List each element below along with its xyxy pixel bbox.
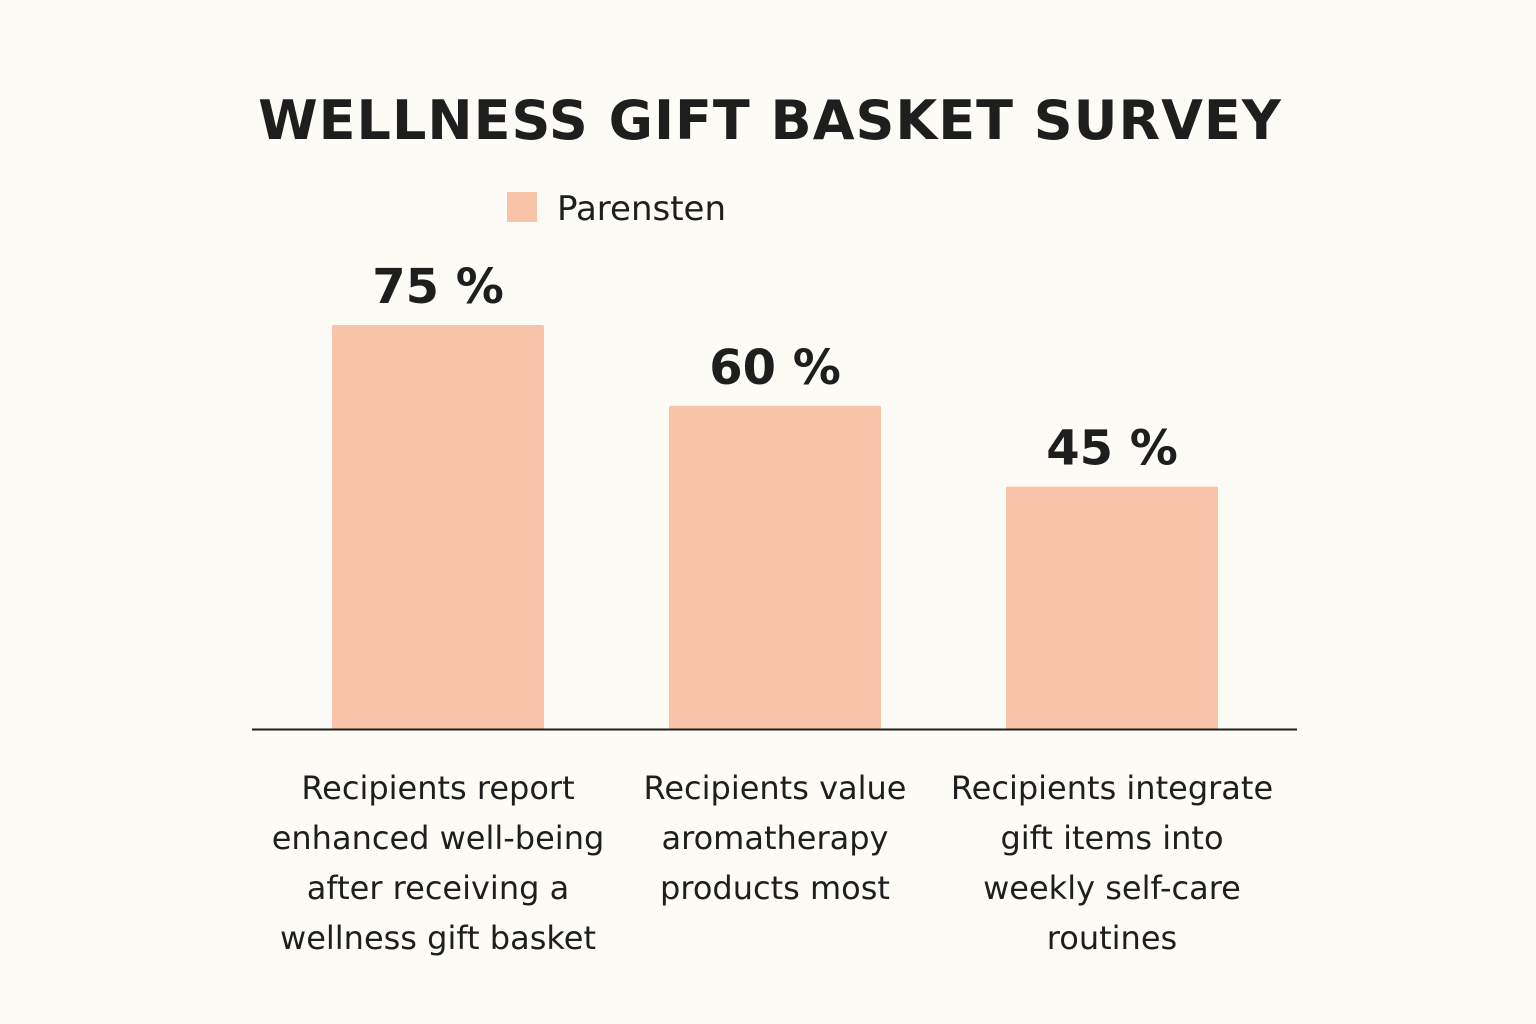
bar (332, 325, 544, 729)
category-label-line: products most (660, 869, 890, 907)
category-label-line: routines (1047, 919, 1177, 957)
legend-swatch (507, 192, 537, 222)
data-label: 75 % (372, 259, 504, 315)
legend-label: Parensten (557, 189, 726, 229)
category-label: Recipients value aromatherapy products mos… (644, 769, 907, 907)
category-label: Recipients report enhanced well-being afte… (272, 769, 605, 957)
category-label-line: gift items into (1000, 819, 1223, 857)
data-label: 45 % (1046, 421, 1178, 477)
category-label-line: Recipients report (301, 769, 574, 807)
legend: Parensten (507, 189, 726, 229)
category-label-line: Recipients integrate (951, 769, 1273, 807)
category-label-line: enhanced well-being (272, 819, 605, 857)
category-label-line: after receiving a (307, 869, 569, 907)
category-label-line: weekly self-care (983, 869, 1241, 907)
category-label-line: Recipients value (644, 769, 907, 807)
bar (1006, 486, 1218, 729)
bar (669, 405, 881, 729)
data-label: 60 % (709, 340, 841, 396)
category-label-line: aromatherapy (662, 819, 889, 857)
category-label-line: wellness gift basket (280, 919, 596, 957)
category-label: Recipients integrate gift items into weekl… (951, 769, 1273, 957)
chart-title: WELLNESS GIFT BASKET SURVEY (258, 89, 1282, 152)
